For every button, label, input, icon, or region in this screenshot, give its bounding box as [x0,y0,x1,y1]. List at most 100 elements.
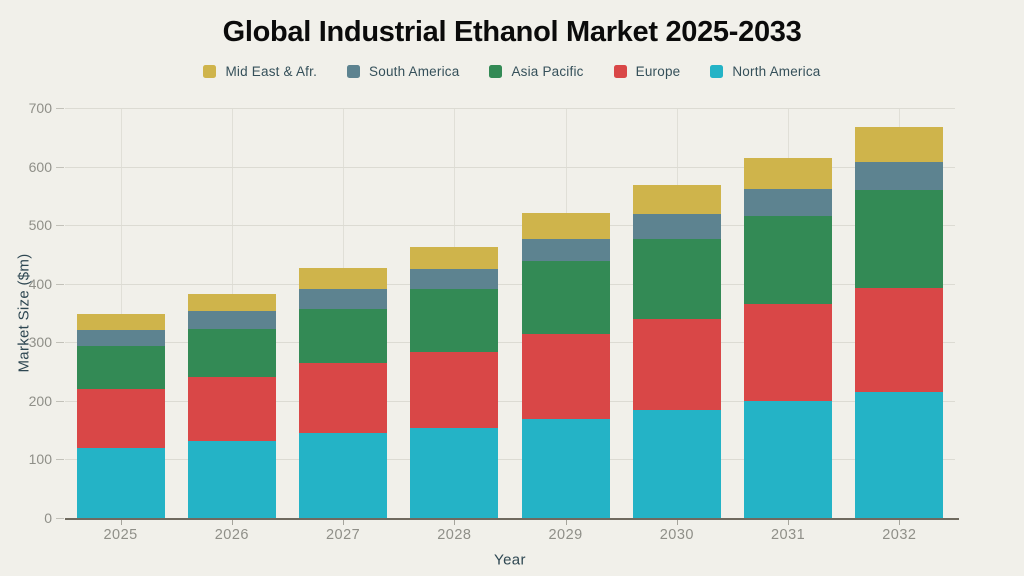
legend-item-asia-pacific: Asia Pacific [489,64,583,79]
y-axis-title: Market Size ($m) [15,253,33,373]
legend: Mid East & Afr. South America Asia Pacific… [0,64,1024,79]
bar-2031-europe [744,304,833,402]
bar-2026-europe [187,376,276,442]
x-tick-label: 2028 [437,527,472,543]
y-tick-label: 0 [44,510,52,526]
horizontal-gridline [65,108,955,109]
bar-2030-asia-pacific [632,239,721,319]
x-tick [565,520,567,525]
legend-swatch-mid-east-afr [203,65,217,78]
x-tick [676,520,678,525]
bar-2032-north-america [855,392,944,518]
bar-2030-south-america [632,214,721,240]
bar-2025-mid-east-afr [76,314,165,330]
bar-2032-south-america [855,162,944,190]
y-tick [56,400,64,402]
y-tick [56,518,64,519]
x-tick-label: 2032 [882,527,917,543]
legend-item-mid-east-afr: Mid East & Afr. [203,64,317,79]
x-tick [120,520,122,525]
horizontal-gridline [65,283,955,285]
bar-2030-europe [632,318,721,411]
x-tick [788,520,790,525]
bar-2026-north-america [187,441,276,518]
bar-2031-south-america [744,189,833,216]
y-tick-label: 500 [28,217,52,234]
horizontal-gridline [65,459,955,461]
y-tick-label: 100 [28,451,52,468]
horizontal-gridline [65,400,955,402]
bar-2031-mid-east-afr [744,158,833,190]
y-tick-label: 700 [28,100,52,116]
bar-2028-mid-east-afr [410,246,499,270]
bar-2031-north-america [744,401,833,518]
x-tick-label: 2031 [770,527,806,543]
y-tick [56,459,64,461]
x-tick-label: 2025 [103,527,138,543]
bar-2029-mid-east-afr [521,212,610,240]
bar-2026-asia-pacific [187,329,276,377]
bar-2026-south-america [187,310,276,330]
legend-label: Mid East & Afr. [225,64,318,79]
bar-2025-north-america [76,447,165,518]
bar-2029-asia-pacific [521,261,610,335]
y-tick [56,166,64,168]
legend-swatch-south-america [347,65,361,78]
bar-2029-europe [521,334,610,419]
bar-2028-north-america [410,427,499,518]
x-tick [899,520,901,525]
horizontal-gridline [65,225,955,227]
bar-2028-south-america [410,269,499,289]
legend-item-north-america: North America [710,64,820,79]
legend-swatch-north-america [710,65,724,78]
y-tick-label: 400 [28,275,52,292]
legend-label: South America [369,64,460,79]
horizontal-gridline [65,342,955,344]
x-axis-title: Year [494,551,526,569]
bar-2025-asia-pacific [76,346,165,390]
y-tick-label: 600 [28,158,52,175]
x-tick [454,520,456,525]
legend-swatch-europe [613,65,627,78]
horizontal-gridline [65,166,955,168]
legend-item-south-america: South America [347,64,459,79]
bar-2030-mid-east-afr [632,184,721,214]
bar-2027-mid-east-afr [299,268,388,289]
legend-swatch-asia-pacific [489,65,503,78]
bar-2027-europe [299,363,388,434]
bar-2031-asia-pacific [744,215,833,305]
bar-2029-south-america [521,239,610,262]
x-tick-label: 2027 [325,527,361,543]
bar-2027-south-america [299,288,388,309]
x-tick-label: 2026 [214,527,250,543]
legend-item-europe: Europe [613,64,681,79]
x-tick-label: 2030 [659,527,695,543]
legend-label: Asia Pacific [511,64,584,79]
bar-2028-asia-pacific [410,288,499,352]
x-axis-line [65,518,959,520]
y-tick-label: 200 [28,392,52,409]
bar-2028-europe [410,351,499,428]
x-tick-label: 2029 [548,527,583,543]
y-tick [56,108,64,109]
chart-title: Global Industrial Ethanol Market 2025-20… [222,16,802,48]
bar-2027-north-america [299,433,388,518]
bar-2025-europe [76,389,165,448]
bar-2029-north-america [521,419,610,518]
legend-label: North America [732,64,821,79]
bar-2032-europe [855,288,944,393]
bar-2026-mid-east-afr [187,293,276,311]
y-tick [56,283,64,285]
bar-2025-south-america [76,329,165,347]
y-tick [56,342,64,344]
legend-label: Europe [635,64,681,79]
bar-2030-north-america [632,410,721,518]
vertical-gridline [120,108,122,518]
bar-2032-mid-east-afr [855,127,944,163]
x-tick [231,520,233,525]
y-tick-label: 300 [28,334,52,351]
y-tick [56,225,64,227]
bar-2027-asia-pacific [299,308,388,364]
bar-2032-asia-pacific [855,190,944,289]
